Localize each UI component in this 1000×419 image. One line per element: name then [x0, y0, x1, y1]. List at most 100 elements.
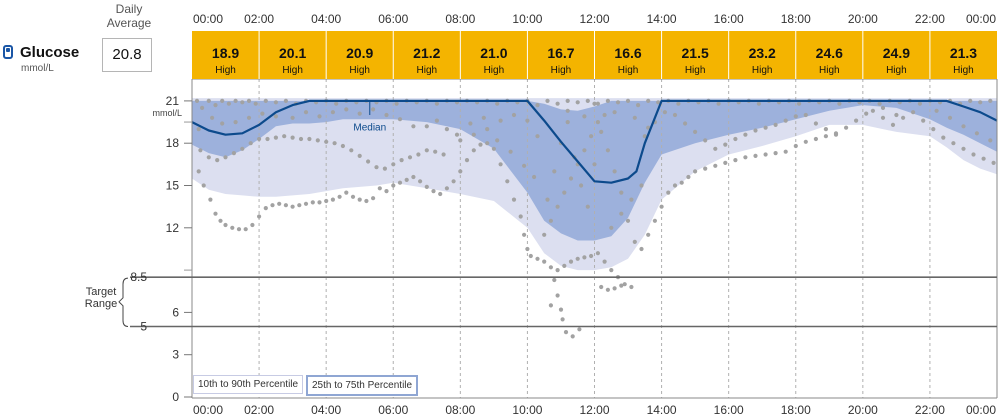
reading-dot	[298, 136, 304, 142]
reading-dot	[240, 146, 245, 151]
reading-dot	[518, 214, 523, 219]
reading-dot	[844, 125, 849, 130]
reading-dot	[240, 100, 245, 105]
daily-average-label: Daily Average	[106, 2, 152, 30]
reading-dot	[324, 139, 329, 144]
reading-dot	[632, 239, 637, 244]
reading-dot	[555, 293, 560, 298]
reading-dot	[568, 176, 574, 181]
reading-dot	[206, 98, 211, 103]
reading-dot	[773, 151, 778, 156]
reading-dot	[545, 197, 550, 202]
reading-dot	[535, 134, 540, 139]
reading-dot	[890, 122, 896, 127]
reading-dot	[196, 127, 201, 132]
reading-dot	[495, 101, 500, 106]
y-tick-label: 18	[166, 136, 180, 150]
reading-dot	[555, 268, 560, 273]
reading-dot	[220, 98, 225, 103]
reading-dot	[233, 98, 238, 103]
reading-dot	[384, 112, 389, 118]
reading-dot	[307, 136, 312, 142]
reading-dot	[877, 101, 882, 106]
reading-dot	[595, 101, 601, 106]
reading-dot	[384, 189, 389, 194]
reading-dot	[619, 283, 624, 288]
reading-dot	[880, 115, 886, 120]
left-panel: Glucose mmol/L Daily Average 20.8 Target…	[0, 0, 190, 419]
reading-dot	[397, 117, 403, 122]
reading-dot	[218, 218, 223, 223]
reading-dot	[575, 100, 580, 105]
reading-dot	[703, 166, 708, 171]
reading-dot	[773, 122, 778, 127]
reading-dot	[424, 124, 429, 129]
reading-dot	[491, 146, 496, 151]
reading-dot	[478, 142, 483, 147]
reading-dot	[652, 218, 658, 223]
median-label: Median	[353, 122, 386, 133]
reading-dot	[864, 111, 869, 116]
reading-dot	[366, 159, 371, 164]
reading-dot	[560, 317, 565, 322]
reading-dot	[662, 110, 668, 115]
reading-dot	[803, 112, 808, 118]
reading-dot	[565, 98, 570, 103]
reading-dot	[595, 120, 601, 125]
reading-dot	[961, 146, 966, 151]
reading-dot	[297, 203, 302, 208]
reading-dot	[813, 136, 819, 142]
hourly-summary-value: 21.2	[413, 45, 440, 61]
reading-dot	[464, 158, 470, 163]
reading-dot	[592, 101, 597, 106]
reading-dot	[438, 191, 443, 197]
reading-dot	[921, 118, 926, 123]
reading-dot	[303, 110, 309, 115]
reading-dot	[391, 183, 396, 188]
reading-dot	[582, 114, 587, 119]
reading-dot	[481, 115, 486, 120]
reading-dot	[763, 152, 768, 157]
reading-dot	[273, 114, 278, 119]
reading-dot	[525, 118, 530, 123]
reading-dot	[330, 110, 335, 115]
reading-dot	[230, 225, 235, 230]
reading-dot	[213, 103, 218, 108]
reading-dot	[934, 108, 939, 113]
reading-dot	[585, 204, 590, 209]
reading-dot	[625, 218, 631, 223]
reading-dot	[753, 153, 758, 158]
reading-dot	[357, 153, 362, 158]
reading-dot	[753, 128, 758, 133]
reading-dot	[625, 98, 631, 103]
reading-dot	[632, 115, 637, 120]
reading-dot	[797, 101, 802, 106]
reading-dot	[756, 101, 762, 106]
reading-dot	[947, 115, 953, 120]
reading-dot	[609, 225, 614, 230]
reading-dot	[511, 112, 517, 118]
reading-dot	[683, 121, 688, 126]
reading-dot	[723, 160, 728, 165]
reading-dot	[283, 98, 288, 103]
reading-dot	[424, 148, 429, 153]
reading-dot	[196, 169, 201, 174]
reading-dot	[579, 183, 584, 188]
reading-dot	[978, 100, 983, 105]
x-tick-label-top: 16:00	[714, 12, 744, 26]
reading-dot	[823, 134, 829, 139]
median-line	[191, 99, 998, 184]
reading-dot	[542, 232, 547, 237]
reading-dot	[226, 101, 231, 106]
reading-dot	[823, 127, 829, 132]
reading-dot	[210, 115, 215, 120]
reading-dot	[532, 174, 537, 180]
reading-dot	[639, 246, 644, 252]
reading-dot	[315, 138, 320, 143]
reading-dot	[988, 138, 993, 143]
reading-dot	[656, 100, 661, 105]
reading-dot	[399, 158, 404, 163]
reading-dot	[589, 253, 594, 259]
reading-dot	[397, 180, 403, 185]
reading-dot	[743, 132, 748, 137]
